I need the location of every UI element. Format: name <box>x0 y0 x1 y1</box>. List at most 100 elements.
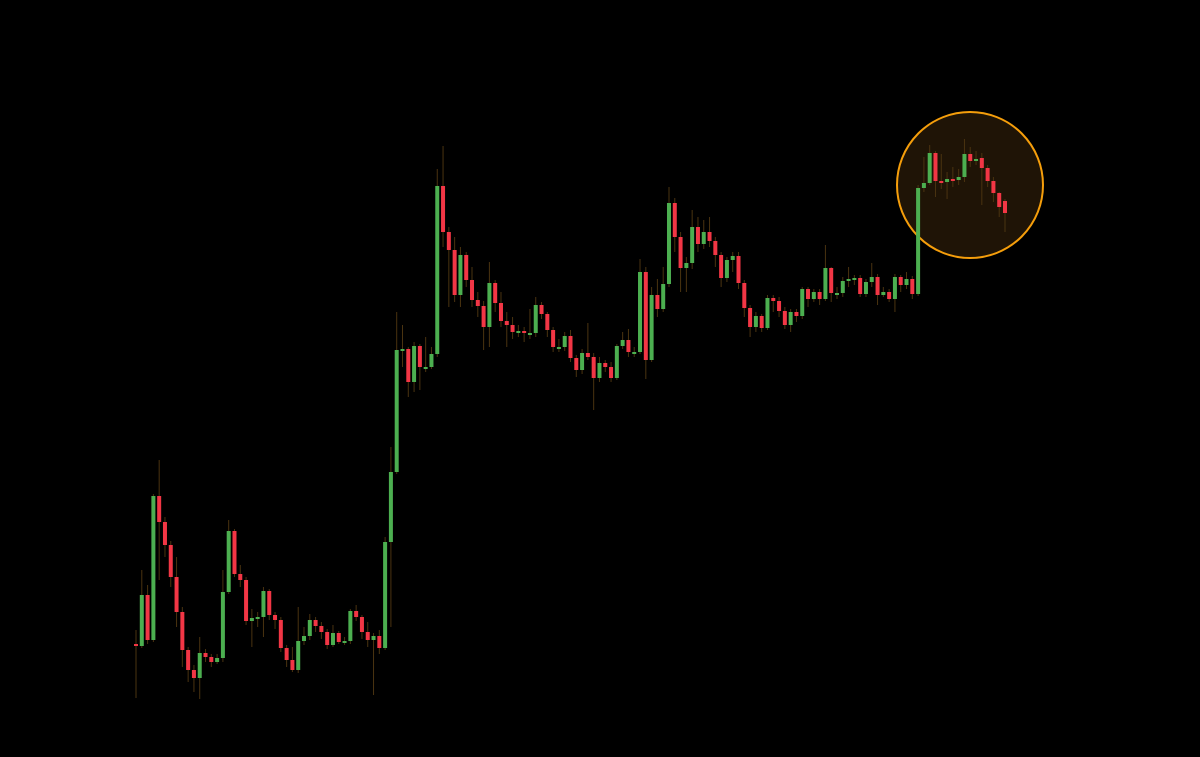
candle-body-down <box>678 237 683 268</box>
candle-body-down <box>244 580 249 621</box>
candle-body-up <box>249 618 254 621</box>
candle-body-up <box>330 633 335 645</box>
candle-body-down <box>719 255 724 278</box>
candle-body-up <box>840 281 845 293</box>
candle-body-down <box>510 325 515 332</box>
candle-body-up <box>197 653 202 678</box>
candle-body-down <box>985 168 990 181</box>
candle-body-down <box>522 331 527 333</box>
candle-body-up <box>684 263 689 268</box>
highlight-circle <box>896 111 1044 259</box>
candle-body-down <box>829 268 834 293</box>
candle-body-up <box>388 472 393 542</box>
candle-body-down <box>278 620 283 648</box>
candle-body-down <box>695 227 700 244</box>
candle-body-down <box>232 531 237 574</box>
candle-body-down <box>180 612 185 650</box>
candle-body-up <box>956 177 961 180</box>
candle-body-up <box>974 159 979 161</box>
candle-body-up <box>342 641 347 643</box>
candle-body-down <box>174 577 179 612</box>
candle-body-up <box>516 331 521 333</box>
candle-body-down <box>273 615 278 620</box>
candle-body-up <box>580 353 585 370</box>
candle-body-down <box>498 303 503 321</box>
candle-body-up <box>614 346 619 378</box>
candle-body-down <box>191 670 196 678</box>
candle-body-down <box>475 300 480 306</box>
candle-body-down <box>585 353 590 357</box>
candle-body-down <box>806 289 811 299</box>
candle-body-down <box>354 611 359 617</box>
candle-body-up <box>597 363 602 378</box>
candle-body-up <box>261 591 266 617</box>
candle-body-down <box>238 574 243 580</box>
candle-body-down <box>504 321 509 325</box>
candle-body-down <box>887 292 892 299</box>
candle-body-up <box>556 347 561 349</box>
candle-body-up <box>863 282 868 294</box>
candle-body-down <box>168 545 173 577</box>
candle-body-up <box>765 298 770 328</box>
candle-body-up <box>916 188 921 294</box>
candle-body-down <box>771 298 776 301</box>
candle-body-down <box>377 636 382 648</box>
candle-body-up <box>638 272 643 352</box>
candle-body-down <box>626 340 631 352</box>
candle-body-up <box>400 349 405 351</box>
candle-body-down <box>417 346 422 367</box>
candle-body-down <box>591 357 596 378</box>
candle-body-down <box>539 305 544 314</box>
candle-body-up <box>846 279 851 281</box>
candle-body-down <box>325 632 330 645</box>
candle-body-up <box>852 278 857 280</box>
candle-body-down <box>336 633 341 642</box>
candle-body-up <box>487 283 492 327</box>
candle-body-up <box>661 284 666 309</box>
candle-body-up <box>423 367 428 369</box>
candle-body-up <box>904 279 909 285</box>
candle-body-up <box>220 592 225 658</box>
candle-body-down <box>748 308 753 327</box>
candle-body-up <box>730 256 735 260</box>
candle-body-down <box>359 617 364 632</box>
candle-body-down <box>464 255 469 280</box>
candle-body-up <box>666 203 671 284</box>
candle-body-down <box>875 277 880 295</box>
candle-body-down <box>134 644 138 646</box>
candle-body-down <box>933 153 938 181</box>
candle-body-down <box>209 657 214 662</box>
candle-body-down <box>145 595 150 640</box>
candle-body-up <box>383 542 388 648</box>
candle-body-up <box>226 531 231 592</box>
candle-body-down <box>777 301 782 311</box>
candles-group <box>134 139 1007 699</box>
candle-body-down <box>643 272 648 360</box>
candle-body-down <box>1003 201 1007 213</box>
candle-body-down <box>997 193 1002 207</box>
candle-body-down <box>736 256 741 283</box>
candle-body-down <box>481 306 486 327</box>
candle-body-up <box>869 277 874 282</box>
candle-body-up <box>215 658 220 662</box>
candle-body-up <box>690 227 695 263</box>
candle-body-up <box>371 636 376 640</box>
candle-body-up <box>458 255 463 295</box>
candle-body-down <box>979 158 984 168</box>
candle-body-down <box>898 277 903 285</box>
candle-body-down <box>157 496 162 522</box>
candle-body-down <box>794 312 799 316</box>
candle-body-up <box>834 293 839 295</box>
candle-body-up <box>945 179 950 182</box>
candle-body-down <box>707 232 712 241</box>
candle-body-down <box>910 279 915 294</box>
candle-body-up <box>348 611 353 641</box>
candle-body-down <box>313 620 318 626</box>
candle-body-up <box>649 295 654 360</box>
candle-body-up <box>302 636 307 641</box>
candle-body-down <box>655 295 660 309</box>
candle-body-up <box>701 232 706 244</box>
candle-body-up <box>620 340 625 346</box>
